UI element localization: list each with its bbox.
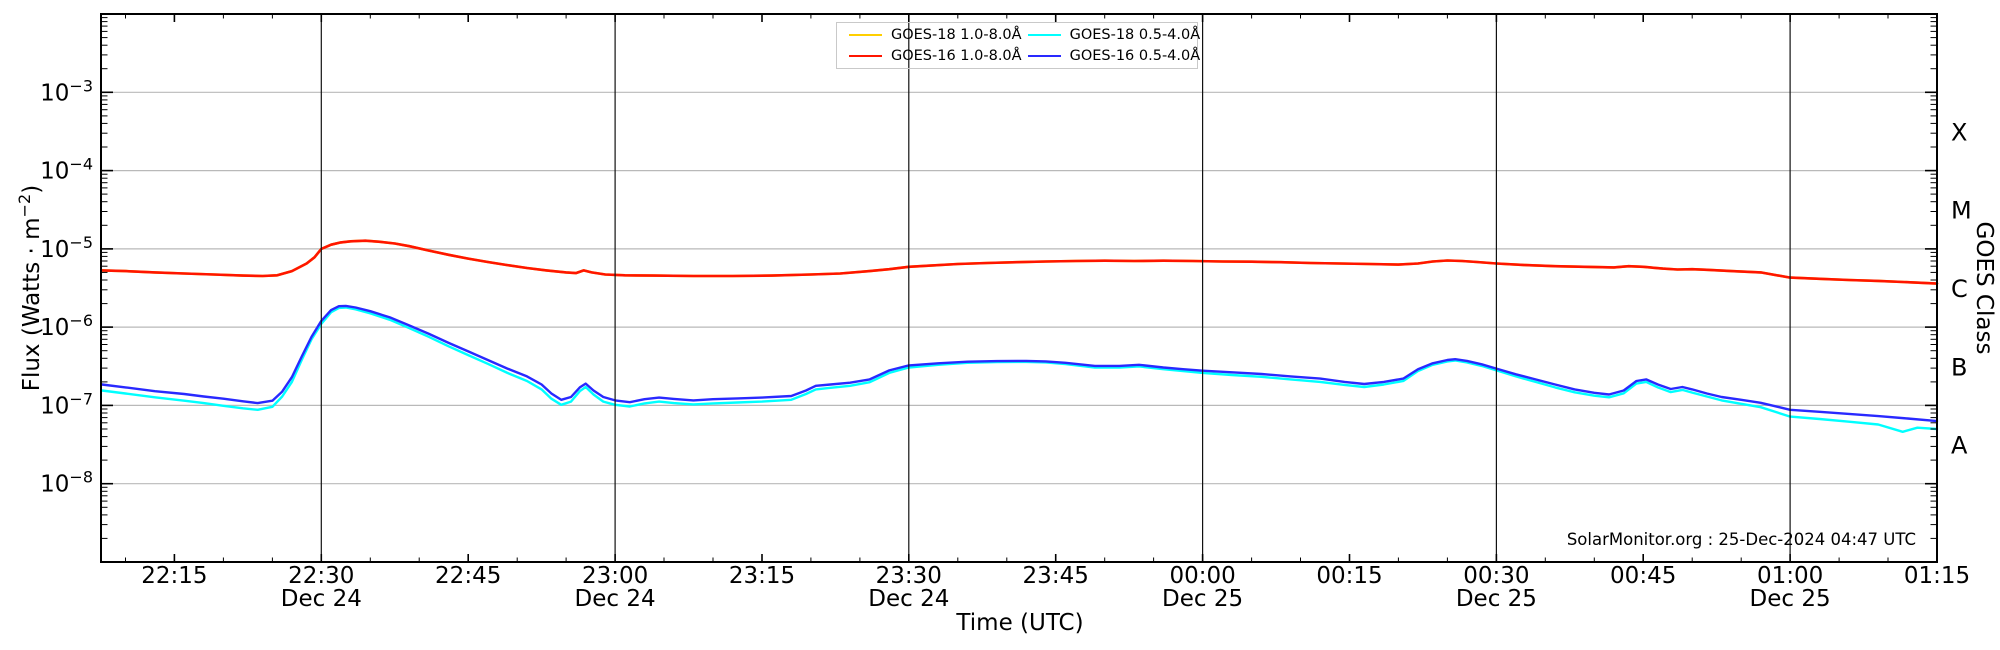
goes-class-letter: M [1951, 197, 1972, 225]
y-axis-label-suffix: ) [18, 184, 45, 194]
x-tick-label: 23:15 [729, 563, 795, 589]
x-axis-label: Time (UTC) [956, 610, 1084, 636]
legend: GOES-18 1.0-8.0Å GOES-16 1.0-8.0Å GOES-18 … [836, 22, 1201, 69]
y-tick-label: 10−4 [40, 155, 93, 185]
legend-line-sample-goes18_short [1027, 34, 1061, 37]
legend-label: GOES-16 1.0-8.0Å [891, 47, 1022, 64]
y-tick-label: 10−8 [40, 468, 93, 498]
x-tick-label: 22:45 [435, 563, 501, 589]
legend-label: GOES-18 1.0-8.0Å [891, 27, 1022, 43]
x-tick-label: 00:15 [1316, 563, 1382, 589]
goes-class-letter: C [1951, 275, 1968, 303]
x-tick-label: 23:30 [876, 563, 942, 589]
legend-line-sample-goes18_long [849, 34, 882, 37]
x-date-label: Dec 25 [1162, 586, 1243, 612]
y-tick-label: 10−3 [40, 76, 93, 106]
x-tick-label: 00:00 [1169, 563, 1235, 589]
legend-entry-goes16_long: GOES-16 1.0-8.0Å [843, 47, 1022, 64]
plot-border [100, 13, 1938, 563]
x-tick-label: 22:30 [288, 563, 354, 589]
legend-line-sample-goes16_short [1027, 54, 1061, 57]
x-tick-label: 23:00 [582, 563, 648, 589]
x-tick-label: 22:15 [141, 563, 207, 589]
y-axis-label-superscript: −2 [15, 193, 35, 218]
y-tick-label: 10−5 [40, 233, 93, 263]
x-tick-label: 00:45 [1610, 563, 1676, 589]
y-tick-label: 10−6 [40, 311, 93, 341]
x-tick-label: 23:45 [1023, 563, 1089, 589]
legend-entry-goes18_long: GOES-18 1.0-8.0Å [843, 28, 1022, 43]
x-date-label: Dec 25 [1750, 586, 1831, 612]
legend-label: GOES-16 0.5-4.0Å [1069, 47, 1201, 64]
y-axis-label-text: Flux (Watts · m [18, 217, 45, 392]
x-tick-label: 00:30 [1463, 563, 1529, 589]
x-date-label: Dec 24 [868, 586, 949, 612]
series-line-goes18_short [100, 306, 1939, 433]
legend-entry-goes18_short: GOES-18 0.5-4.0Å [1022, 27, 1201, 43]
x-tick-label: 01:15 [1904, 563, 1970, 589]
y-axis-label: Flux (Watts · m−2) [15, 185, 45, 392]
x-tick-label: 01:00 [1757, 563, 1823, 589]
goes-class-letter: X [1951, 119, 1967, 147]
goes-class-letter: A [1951, 432, 1968, 460]
x-date-label: Dec 24 [575, 586, 656, 612]
series-line-goes16_short [100, 304, 1939, 423]
right-axis-label: GOES Class [1971, 221, 1997, 355]
x-date-label: Dec 25 [1456, 586, 1537, 612]
y-tick-label: 10−7 [40, 389, 93, 419]
x-date-label: Dec 24 [281, 586, 362, 612]
goes-class-letter: B [1951, 353, 1967, 381]
legend-line-sample-goes16_long [849, 54, 882, 57]
legend-label: GOES-18 0.5-4.0Å [1069, 27, 1201, 43]
legend-entry-goes16_short: GOES-16 0.5-4.0Å [1022, 47, 1201, 64]
solarmonitor-timestamp-annotation: SolarMonitor.org : 25-Dec-2024 04:47 UTC [1566, 530, 1916, 549]
series-line-goes16_long [100, 239, 1939, 285]
